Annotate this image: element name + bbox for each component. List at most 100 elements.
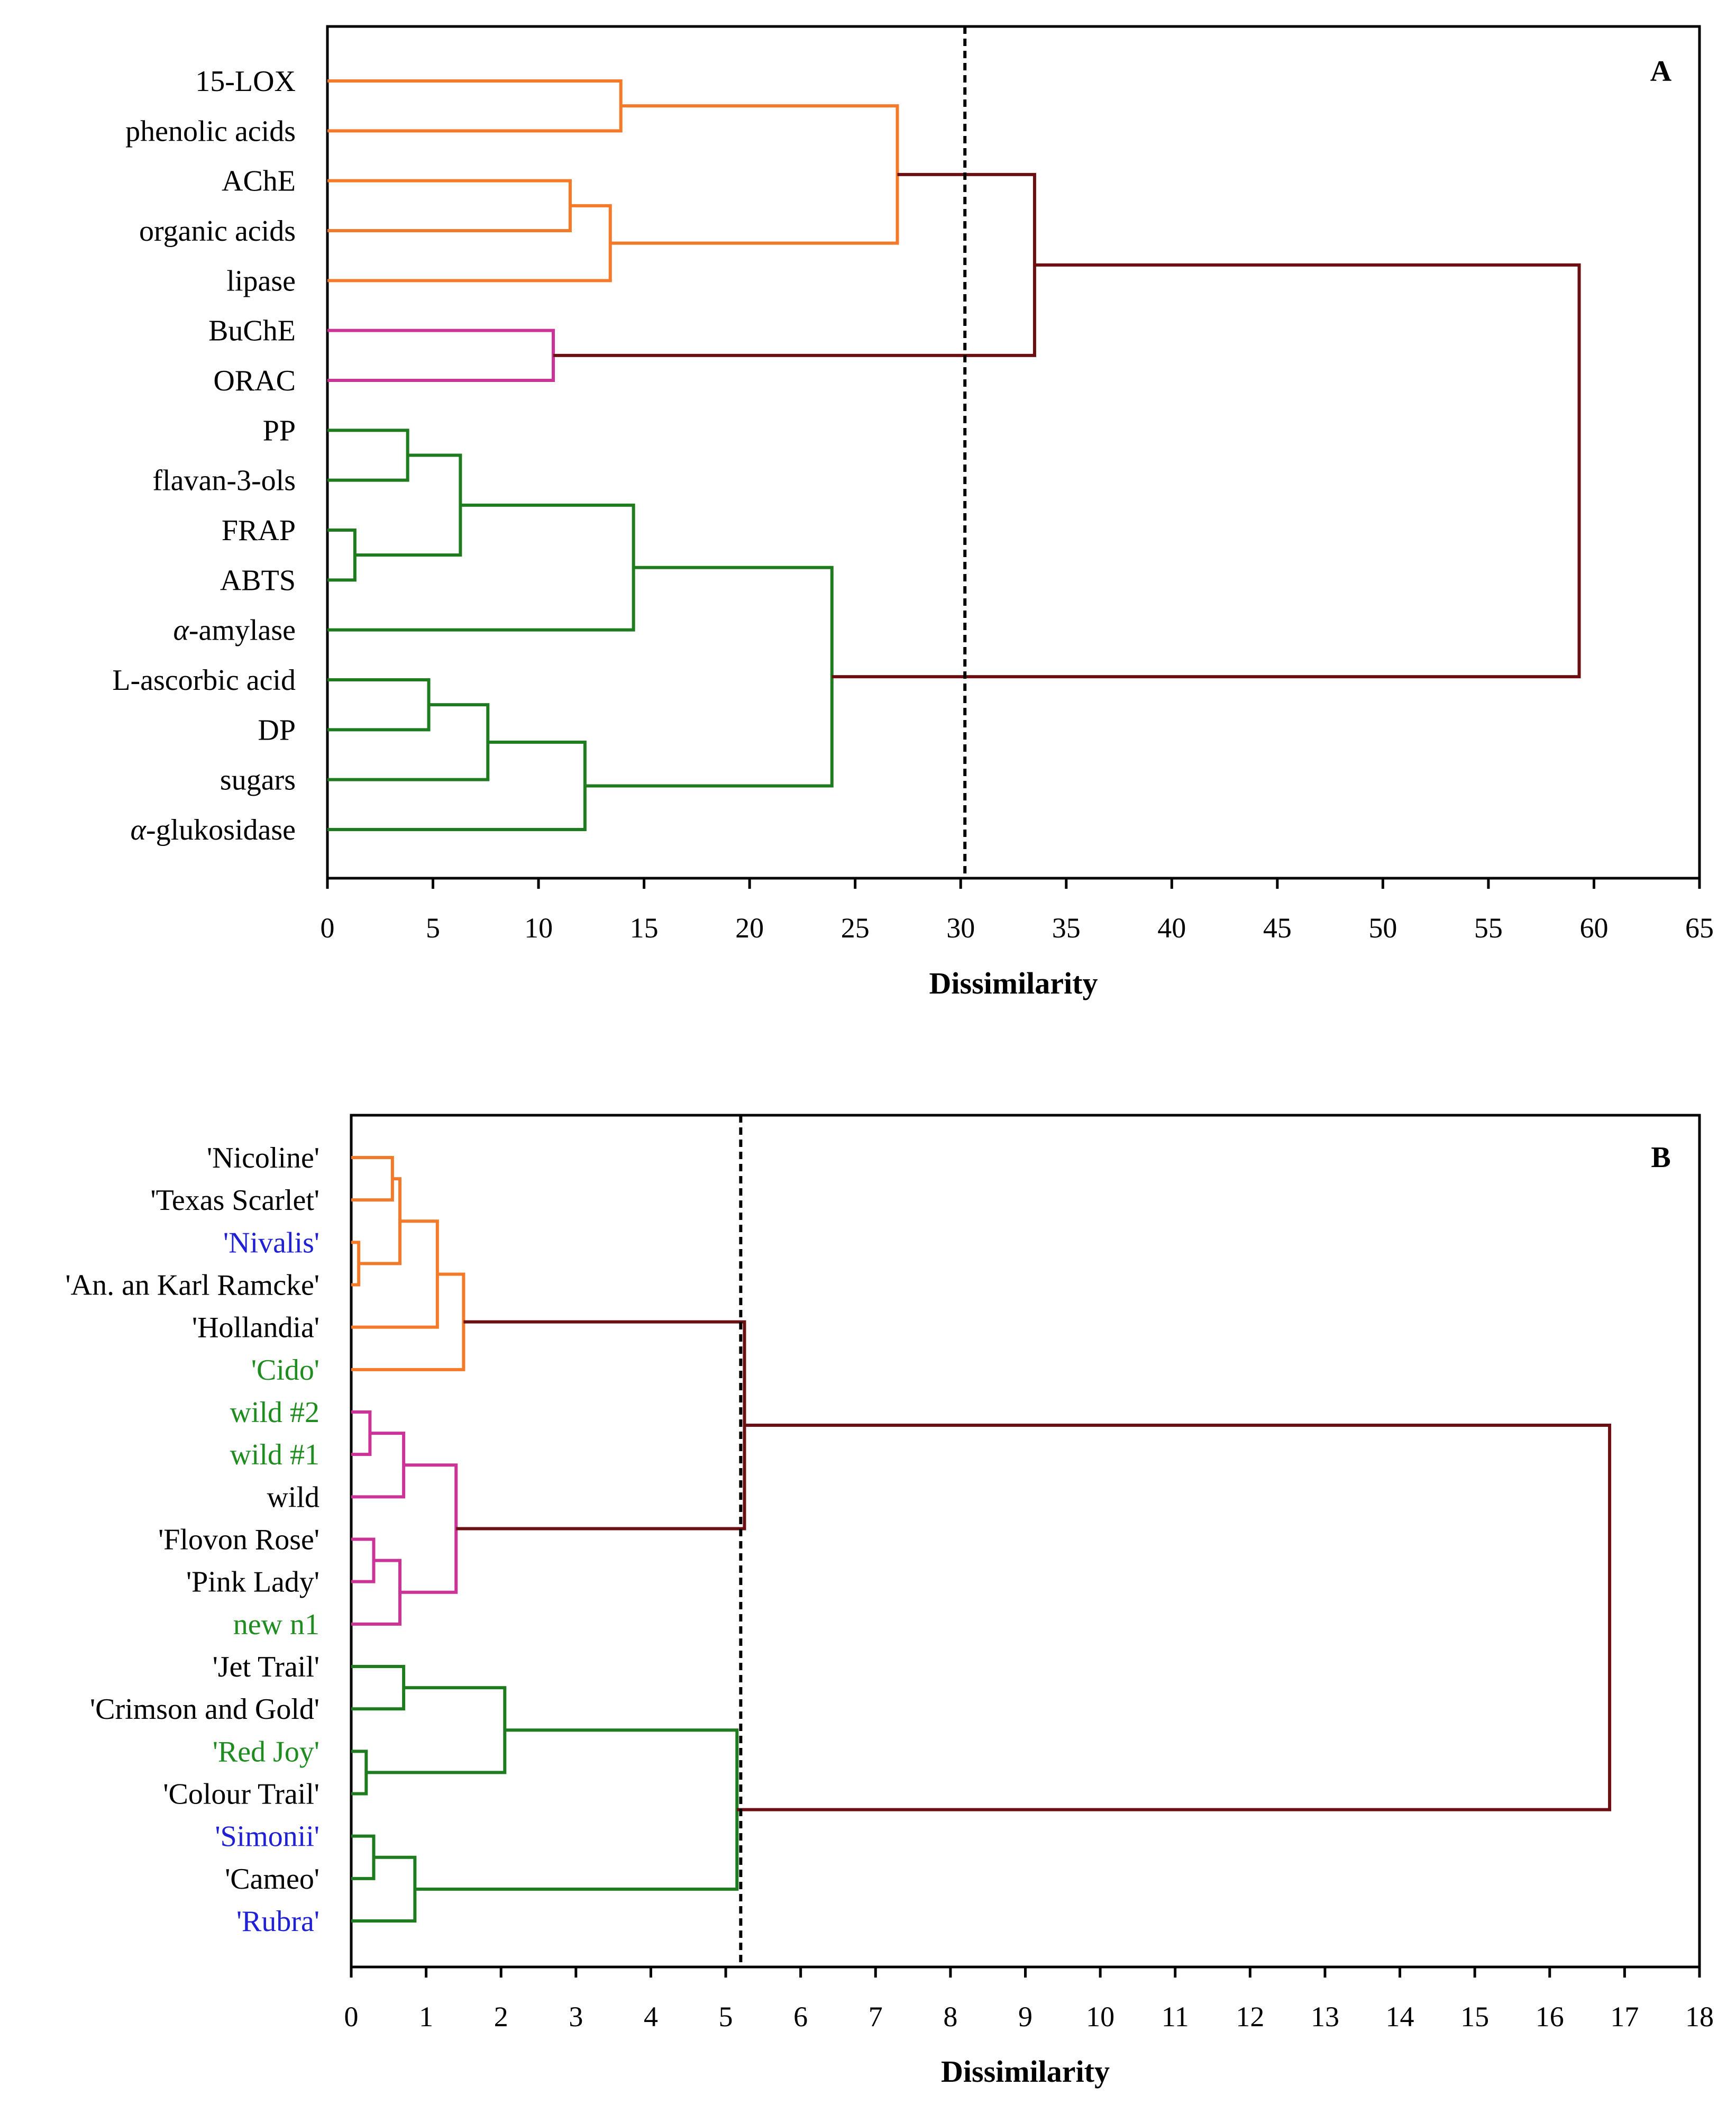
leaf-label: ABTS [220, 564, 296, 597]
x-axis-title: Dissimilarity [941, 2054, 1110, 2089]
leaf-label: 'Red Joy' [213, 1735, 319, 1768]
x-tick-label: 16 [1536, 2001, 1564, 2033]
x-tick-label: 17 [1610, 2001, 1639, 2033]
dendrogram-link [400, 1463, 458, 1594]
dendrogram-link [354, 453, 462, 557]
dendrogram-link [584, 566, 834, 788]
dendrogram-link [351, 1241, 361, 1287]
dendrogram-link [610, 104, 899, 245]
x-tick-label: 50 [1368, 912, 1397, 944]
leaf-label: 'Nivalis' [223, 1226, 319, 1259]
dendrogram-link [327, 678, 431, 732]
leaf-label-italic: α [131, 814, 147, 846]
dendrogram-link [327, 329, 555, 382]
x-tick-label: 4 [644, 2001, 658, 2033]
leaf-label-text: -amylase [189, 614, 296, 647]
leaf-label: 'Nicoline' [207, 1142, 319, 1174]
leaf-label: PP [263, 414, 296, 447]
dendrogram-link [351, 1410, 372, 1456]
x-tick-label: 5 [426, 912, 440, 944]
x-tick-label: 10 [524, 912, 553, 944]
dendrogram-link [351, 1432, 406, 1499]
leaf-label: wild #2 [230, 1396, 319, 1429]
dendrogram-link [327, 429, 409, 482]
dendrogram-link [327, 740, 587, 831]
x-tick-label: 1 [419, 2001, 433, 2033]
leaf-label: phenolic acids [125, 115, 296, 148]
dendrogram-link [351, 1665, 406, 1711]
dendrogram-link [456, 1320, 746, 1531]
leaf-label: 'Cameo' [225, 1863, 319, 1896]
x-tick-label: 0 [344, 2001, 359, 2033]
dendrogram-link [351, 1219, 439, 1329]
plot-frame [326, 25, 1701, 880]
dendrogram-link [351, 1272, 465, 1371]
dendrogram-link [327, 179, 572, 232]
dendrogram-link [737, 1424, 1612, 1811]
plot-frame [350, 1114, 1701, 1969]
dendrogram-link [327, 503, 635, 632]
x-axis-title: Dissimilarity [929, 966, 1098, 1000]
leaf-label: 'An. an Karl Ramcke' [66, 1269, 319, 1302]
leaf-label: L-ascorbic acid [112, 664, 296, 697]
leaf-label: 'Jet Trail' [213, 1651, 319, 1683]
dendrogram-link [327, 529, 357, 582]
leaf-label: FRAP [222, 514, 296, 547]
x-tick-label: 25 [841, 912, 870, 944]
leaf-label-italic: α [173, 614, 189, 647]
dendrogram-link [327, 703, 490, 781]
leaf-label-text: -glukosidase [146, 814, 296, 846]
x-tick-label: 10 [1086, 2001, 1114, 2033]
x-tick-label: 6 [793, 2001, 808, 2033]
leaf-label: 'Rubra' [236, 1905, 319, 1938]
x-tick-label: 8 [943, 2001, 957, 2033]
leaf-label: sugars [220, 764, 296, 797]
leaf-label: 'Cido' [251, 1354, 319, 1387]
x-tick-label: 15 [630, 912, 659, 944]
dendrogram-panel-b: 0 1 2 3 4 5 6 7 8 9 10 11 12 13 14 15 16 17 18Dissimilarit… [66, 1114, 1714, 2089]
leaf-label: organic acids [139, 215, 296, 248]
leaf-label: BuChE [208, 315, 296, 348]
x-tick-label: 12 [1236, 2001, 1264, 2033]
panel-letter: B [1651, 1141, 1670, 1174]
dendrogram-panel-a: 0 5 10 15 20 25 30 35 40 45 50 55 60 65 Dissimilarity A… [112, 25, 1714, 1000]
leaf-label: ORAC [213, 365, 296, 397]
dendrogram-link [366, 1686, 507, 1774]
dendrogram-link [415, 1728, 739, 1891]
leaf-label: 'Texas Scarlet' [151, 1184, 319, 1217]
x-tick-label: 2 [494, 2001, 508, 2033]
x-tick-label: 30 [946, 912, 975, 944]
x-tick-label: 20 [735, 912, 764, 944]
x-tick-label: 40 [1157, 912, 1186, 944]
dendrogram-link [832, 263, 1581, 679]
x-tick-label: 15 [1460, 2001, 1489, 2033]
dendrogram-link [327, 204, 612, 283]
x-tick-label: 13 [1311, 2001, 1339, 2033]
leaf-label: flavan-3-ols [152, 464, 296, 497]
leaf-label: 'Simonii' [215, 1820, 319, 1853]
leaf-label: 'Crimson and Gold' [90, 1693, 319, 1726]
x-tick-label: 18 [1685, 2001, 1714, 2033]
x-tick-label: 35 [1052, 912, 1081, 944]
x-tick-label: 65 [1685, 912, 1714, 944]
x-tick-label: 5 [719, 2001, 733, 2033]
dendrogram-link [351, 1750, 368, 1796]
panel-letter: A [1650, 55, 1672, 88]
dendrogram-link [351, 1855, 417, 1923]
dendrogram-link [351, 1537, 376, 1583]
x-tick-label: 7 [869, 2001, 883, 2033]
dendrogram-link [351, 1559, 402, 1626]
leaf-label: 15-LOX [195, 65, 296, 98]
leaf-label: lipase [226, 265, 296, 297]
leaf-label: 'Flovon Rose' [158, 1524, 319, 1556]
dendrogram-link [327, 79, 623, 133]
leaf-label: 'Hollandia' [192, 1311, 319, 1344]
dendrogram-link [553, 172, 1036, 357]
x-tick-label: 9 [1018, 2001, 1033, 2033]
dendrogram-link [351, 1156, 394, 1202]
dendrogram-link [351, 1834, 376, 1880]
x-tick-label: 11 [1162, 2001, 1189, 2033]
dendrogram-link [359, 1177, 402, 1265]
